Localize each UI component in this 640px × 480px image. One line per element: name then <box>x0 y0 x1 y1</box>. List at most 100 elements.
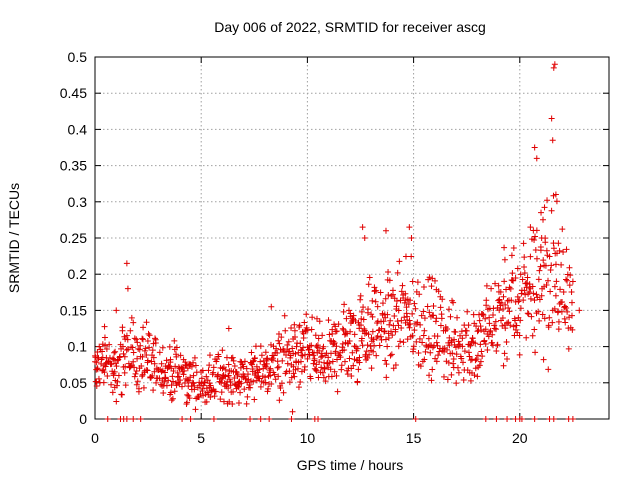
data-point <box>296 322 303 329</box>
data-point <box>437 322 444 329</box>
data-point <box>473 356 480 363</box>
data-point <box>382 336 389 343</box>
data-point <box>295 349 302 356</box>
data-point <box>139 336 146 343</box>
data-point <box>426 309 433 316</box>
data-point <box>393 303 400 310</box>
data-point <box>434 333 441 340</box>
data-point <box>518 416 525 422</box>
data-point <box>230 357 237 364</box>
data-point <box>108 381 115 388</box>
data-point <box>445 359 452 366</box>
data-point <box>201 379 208 386</box>
data-point <box>273 345 280 352</box>
data-point <box>417 363 424 370</box>
data-point <box>430 312 437 319</box>
data-point <box>569 416 576 422</box>
data-point <box>297 340 304 347</box>
data-point <box>205 367 212 374</box>
data-point <box>177 352 184 359</box>
data-point <box>291 321 298 328</box>
data-point <box>179 416 186 422</box>
data-point <box>545 277 551 284</box>
data-point <box>450 355 457 362</box>
data-point <box>504 297 511 304</box>
data-point <box>143 351 150 358</box>
data-point <box>406 317 413 324</box>
data-point <box>329 330 336 337</box>
data-point <box>166 343 173 350</box>
data-point <box>394 318 401 325</box>
data-point <box>345 307 352 314</box>
data-point <box>146 332 153 339</box>
data-point <box>343 315 350 322</box>
data-point <box>315 416 322 422</box>
data-point <box>467 342 474 349</box>
data-point <box>137 416 144 422</box>
data-point <box>145 330 152 337</box>
data-point <box>192 362 199 369</box>
data-point <box>381 328 388 335</box>
data-point <box>454 364 461 371</box>
data-point <box>567 272 574 279</box>
data-point <box>384 311 391 318</box>
data-point <box>364 342 371 349</box>
data-point <box>391 313 398 320</box>
data-point <box>380 318 387 325</box>
data-point <box>229 400 236 407</box>
data-point <box>231 374 238 381</box>
data-point <box>383 374 390 381</box>
data-point <box>316 347 323 354</box>
data-point <box>399 282 406 289</box>
data-point <box>215 353 222 360</box>
data-point <box>561 303 568 310</box>
data-point <box>520 240 527 247</box>
data-point <box>158 368 165 375</box>
data-point <box>139 335 146 342</box>
data-point <box>325 354 332 361</box>
data-point <box>410 346 417 353</box>
chart-title: Day 006 of 2022, SRMTID for receiver asc… <box>214 19 486 35</box>
data-point <box>275 330 282 337</box>
data-point <box>315 335 322 342</box>
data-point <box>488 285 495 292</box>
data-point <box>458 355 465 362</box>
data-point <box>477 323 484 330</box>
data-point <box>559 226 566 233</box>
data-point <box>212 388 219 395</box>
data-point <box>452 329 459 336</box>
data-point <box>542 239 549 246</box>
data-point <box>316 359 323 366</box>
data-point <box>526 281 533 288</box>
data-point <box>230 388 237 395</box>
data-point <box>109 368 116 375</box>
data-point <box>149 372 156 379</box>
data-point <box>349 349 356 356</box>
data-point <box>459 359 466 366</box>
data-point <box>241 386 248 393</box>
data-point <box>500 293 507 300</box>
data-point <box>101 334 108 341</box>
data-point <box>351 331 358 338</box>
data-point <box>413 338 420 345</box>
data-point <box>387 317 394 324</box>
data-point <box>341 358 348 365</box>
data-point <box>453 351 460 358</box>
data-point <box>177 377 184 384</box>
data-point <box>467 377 474 384</box>
data-point <box>101 323 108 330</box>
data-point <box>461 348 468 355</box>
data-point <box>288 374 295 381</box>
data-point <box>551 305 558 312</box>
data-point <box>515 298 522 305</box>
data-point <box>192 406 199 413</box>
data-point <box>326 331 333 338</box>
data-point <box>254 369 261 376</box>
data-point <box>331 368 338 375</box>
data-point <box>566 264 573 271</box>
data-point <box>124 336 131 343</box>
data-point <box>409 332 416 339</box>
data-point <box>376 342 383 349</box>
data-point <box>536 317 543 324</box>
data-point <box>257 343 264 350</box>
